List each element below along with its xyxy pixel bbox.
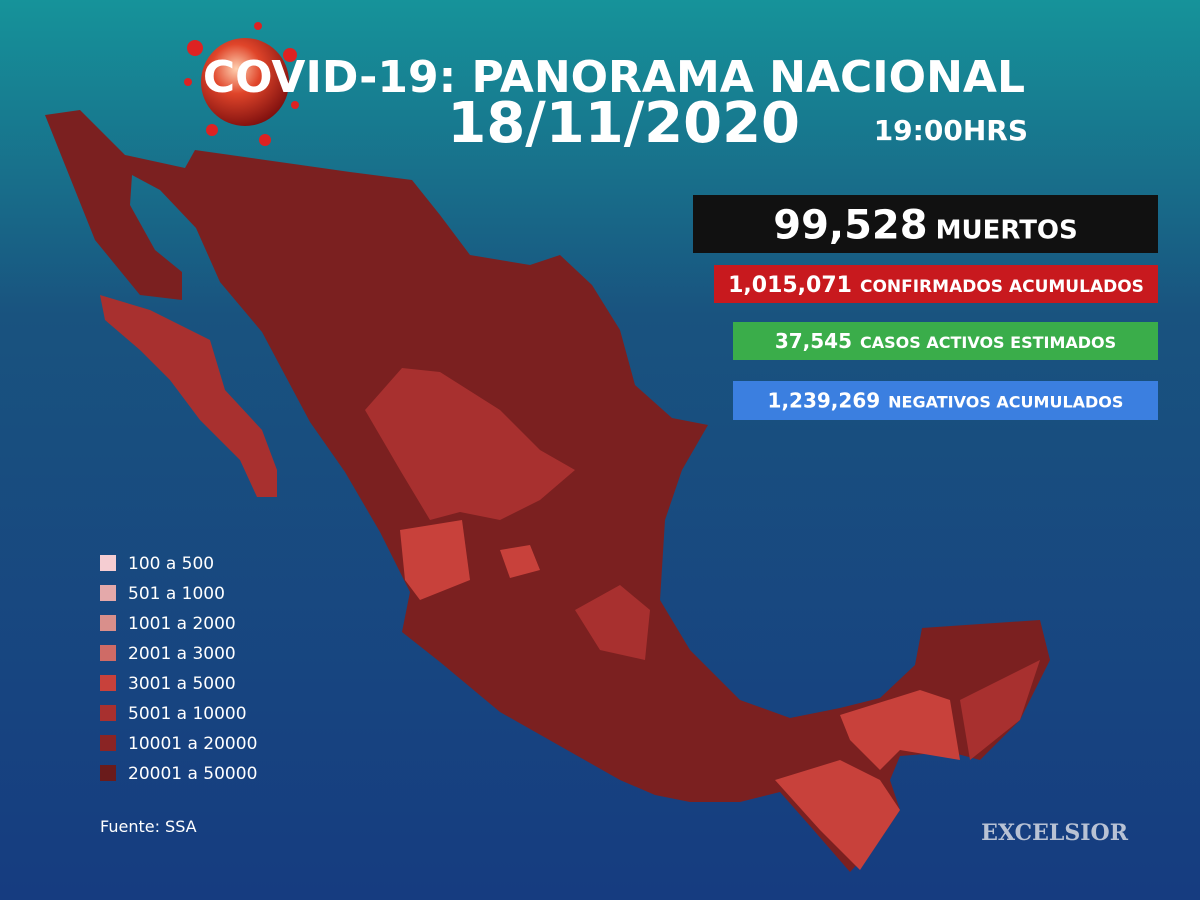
stat-value: 1,015,071 xyxy=(728,273,852,298)
stat-text: 37,545 CASOS ACTIVOS ESTIMADOS xyxy=(775,329,1116,353)
legend: 100 a 500 501 a 1000 1001 a 2000 2001 a 300… xyxy=(100,554,257,784)
stat-box xyxy=(733,322,1158,360)
stat-label: CASOS ACTIVOS ESTIMADOS xyxy=(860,333,1116,352)
legend-label: 5001 a 10000 xyxy=(128,704,247,724)
legend-swatch xyxy=(100,555,116,571)
stat-text: 1,239,269 NEGATIVOS ACUMULADOS xyxy=(768,389,1124,413)
stat-label: MUERTOS xyxy=(936,215,1078,245)
state-chiapas xyxy=(775,760,900,870)
state-jalisco xyxy=(400,520,470,600)
state-campeche xyxy=(840,690,960,770)
brand: EXCELSIOR xyxy=(981,820,1129,846)
source: Fuente: SSA xyxy=(100,817,197,836)
stat-label: NEGATIVOS ACUMULADOS xyxy=(888,393,1123,412)
stat-value: 37,545 xyxy=(775,329,852,353)
legend-label: 3001 a 5000 xyxy=(128,674,236,694)
legend-swatch xyxy=(100,735,116,751)
map xyxy=(45,110,1050,872)
legend-swatch xyxy=(100,585,116,601)
state-guanajuato xyxy=(500,545,540,578)
stat-value: 99,528 xyxy=(773,202,927,248)
legend-label: 1001 a 2000 xyxy=(128,614,236,634)
legend-label: 100 a 500 xyxy=(128,554,214,574)
state-durango-zacatecas xyxy=(365,368,575,520)
state-baja-sur xyxy=(100,295,277,497)
stat-box xyxy=(714,265,1158,303)
legend-swatch xyxy=(100,615,116,631)
date: 18/11/2020 xyxy=(447,91,800,156)
title: COVID-19: PANORAMA NACIONAL xyxy=(203,52,1025,103)
stat-label: CONFIRMADOS ACUMULADOS xyxy=(860,277,1144,297)
legend-swatch xyxy=(100,675,116,691)
state-hidalgo-puebla xyxy=(575,585,650,660)
legend-swatch xyxy=(100,765,116,781)
state-quintana-roo xyxy=(960,660,1040,760)
stat-box xyxy=(693,195,1158,253)
stats: 99,528 MUERTOS 1,015,071 CONFIRMADOS ACUMUL… xyxy=(693,195,1158,420)
legend-label: 20001 a 50000 xyxy=(128,764,257,784)
stat-text: 1,015,071 CONFIRMADOS ACUMULADOS xyxy=(728,273,1144,298)
legend-label: 2001 a 3000 xyxy=(128,644,236,664)
stat-value: 1,239,269 xyxy=(768,389,881,413)
legend-swatch xyxy=(100,705,116,721)
legend-swatch xyxy=(100,645,116,661)
stat-text: 99,528 MUERTOS xyxy=(773,202,1078,248)
legend-label: 501 a 1000 xyxy=(128,584,225,604)
globe-icon xyxy=(184,22,299,146)
stat-box xyxy=(733,381,1158,420)
time: 19:00HRS xyxy=(874,114,1028,147)
legend-label: 10001 a 20000 xyxy=(128,734,257,754)
